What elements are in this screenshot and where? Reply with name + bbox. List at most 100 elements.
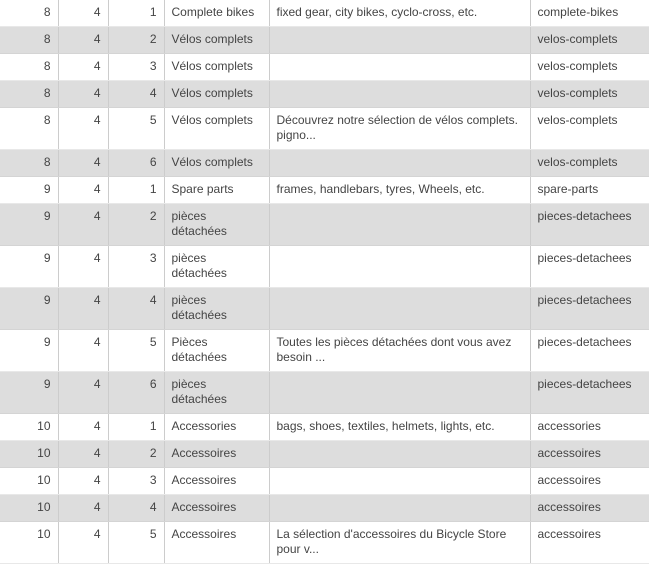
cell-id: 9 [0,245,58,288]
cell-description [268,494,530,522]
cell-description [268,245,530,288]
table-row[interactable]: 9 4 2 pièces détachées pieces-detachees [0,203,649,246]
cell-description [268,26,530,54]
cell-lang: 1 [107,0,164,27]
cell-name: Accessoires [163,521,269,564]
cell-slug: accessoires [529,521,649,564]
cell-name: Vélos complets [163,53,269,81]
cell-slug: pieces-detachees [529,329,649,372]
table-row[interactable]: 8 4 5 Vélos complets Découvrez notre sélecti… [0,107,649,150]
cell-slug: spare-parts [529,176,649,204]
table-row[interactable]: 10 4 3 Accessoires accessoires [0,467,649,495]
cell-description: La sélection d'accessoires du Bicycle St… [268,521,530,564]
cell-lang: 3 [107,53,164,81]
cell-description [268,203,530,246]
cell-store: 4 [57,245,108,288]
cell-store: 4 [57,413,108,441]
table-row[interactable]: 10 4 1 Accessories bags, shoes, textiles, he… [0,413,649,441]
cell-store: 4 [57,26,108,54]
table-row[interactable]: 9 4 1 Spare parts frames, handlebars, tyres,… [0,176,649,204]
cell-lang: 4 [107,80,164,108]
cell-name: pièces détachées [163,371,269,414]
table-row[interactable]: 8 4 1 Complete bikes fixed gear, city bikes,… [0,0,649,27]
cell-name: Spare parts [163,176,269,204]
cell-name: Complete bikes [163,0,269,27]
table-row[interactable]: 9 4 3 pièces détachées pieces-detachees [0,245,649,288]
cell-name: pièces détachées [163,287,269,330]
table-row[interactable]: 9 4 5 Pièces détachées Toutes les pièces dét… [0,329,649,372]
table-row[interactable]: 10 4 5 Accessoires La sélection d'accessoire… [0,521,649,564]
cell-slug: velos-complets [529,53,649,81]
cell-name: pièces détachées [163,245,269,288]
cell-store: 4 [57,53,108,81]
cell-name: Pièces détachées [163,329,269,372]
table-row[interactable]: 8 4 2 Vélos complets velos-complets [0,26,649,54]
cell-lang: 3 [107,467,164,495]
table-row[interactable]: 8 4 3 Vélos complets velos-complets [0,53,649,81]
cell-description: Découvrez notre sélection de vélos compl… [268,107,530,150]
cell-slug: accessoires [529,494,649,522]
cell-slug: velos-complets [529,107,649,150]
cell-id: 9 [0,371,58,414]
cell-id: 8 [0,26,58,54]
table-row[interactable]: 8 4 6 Vélos complets velos-complets [0,149,649,177]
cell-name: Accessories [163,413,269,441]
cell-store: 4 [57,176,108,204]
cell-store: 4 [57,203,108,246]
table-row[interactable]: 10 4 2 Accessoires accessoires [0,440,649,468]
cell-id: 9 [0,203,58,246]
cell-slug: pieces-detachees [529,245,649,288]
cell-id: 8 [0,53,58,81]
table-row[interactable]: 9 4 4 pièces détachées pieces-detachees [0,287,649,330]
cell-lang: 2 [107,26,164,54]
cell-lang: 1 [107,176,164,204]
cell-name: Vélos complets [163,107,269,150]
cell-slug: velos-complets [529,149,649,177]
cell-id: 8 [0,149,58,177]
cell-name: Accessoires [163,467,269,495]
cell-lang: 4 [107,287,164,330]
cell-id: 9 [0,176,58,204]
cell-lang: 1 [107,413,164,441]
cell-name: Vélos complets [163,80,269,108]
cell-description [268,287,530,330]
cell-lang: 3 [107,245,164,288]
cell-lang: 2 [107,440,164,468]
cell-lang: 5 [107,521,164,564]
cell-lang: 2 [107,203,164,246]
cell-store: 4 [57,494,108,522]
cell-slug: complete-bikes [529,0,649,27]
cell-description [268,80,530,108]
cell-store: 4 [57,80,108,108]
cell-id: 10 [0,467,58,495]
cell-store: 4 [57,107,108,150]
cell-id: 10 [0,440,58,468]
cell-id: 8 [0,107,58,150]
cell-description: fixed gear, city bikes, cyclo-cross, etc… [268,0,530,27]
cell-description: frames, handlebars, tyres, Wheels, etc. [268,176,530,204]
cell-slug: accessoires [529,440,649,468]
table-row[interactable]: 8 4 4 Vélos complets velos-complets [0,80,649,108]
cell-store: 4 [57,149,108,177]
cell-lang: 5 [107,329,164,372]
table-row[interactable]: 10 4 4 Accessoires accessoires [0,494,649,522]
table-row[interactable]: 9 4 6 pièces détachées pieces-detachees [0,371,649,414]
cell-id: 9 [0,329,58,372]
cell-description: bags, shoes, textiles, helmets, lights, … [268,413,530,441]
cell-id: 9 [0,287,58,330]
cell-id: 8 [0,0,58,27]
cell-slug: pieces-detachees [529,287,649,330]
cell-slug: accessories [529,413,649,441]
cell-description [268,467,530,495]
cell-id: 10 [0,521,58,564]
cell-description: Toutes les pièces détachées dont vous av… [268,329,530,372]
cell-store: 4 [57,287,108,330]
cell-name: pièces détachées [163,203,269,246]
cell-description [268,371,530,414]
cell-store: 4 [57,467,108,495]
cell-id: 10 [0,413,58,441]
cell-lang: 4 [107,494,164,522]
cell-store: 4 [57,329,108,372]
